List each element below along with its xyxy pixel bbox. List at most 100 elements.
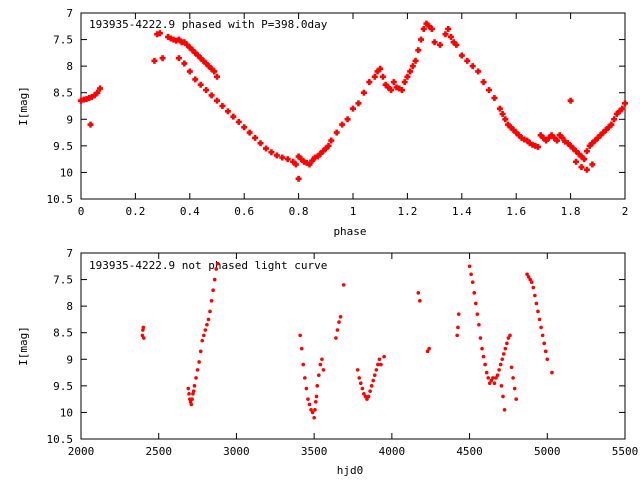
x-tick-label: 1.8 bbox=[561, 205, 581, 218]
data-point bbox=[317, 373, 321, 378]
data-point bbox=[544, 137, 548, 144]
data-point bbox=[310, 410, 315, 415]
data-point bbox=[93, 92, 96, 99]
x-tick-label: 2000 bbox=[68, 445, 95, 458]
data-point bbox=[494, 376, 498, 380]
data-point bbox=[470, 280, 475, 285]
data-point bbox=[158, 30, 162, 37]
data-point bbox=[198, 349, 203, 354]
data-point bbox=[561, 134, 564, 141]
data-point bbox=[207, 63, 211, 70]
data-point bbox=[360, 386, 365, 391]
x-tick-label: 4000 bbox=[379, 445, 406, 458]
data-point bbox=[504, 116, 507, 123]
data-point bbox=[195, 368, 200, 372]
data-point bbox=[610, 121, 613, 128]
data-point bbox=[141, 325, 146, 330]
phased-light-curve-chart: 193935-4222.9 phased with P=398.0day pha… bbox=[17, 7, 628, 238]
data-point bbox=[416, 47, 420, 54]
y-tick-label: 8 bbox=[66, 300, 73, 313]
data-point bbox=[460, 52, 464, 59]
data-point bbox=[536, 143, 540, 150]
data-point bbox=[493, 95, 496, 102]
data-point bbox=[528, 140, 532, 147]
chart-title: 193935-4222.9 phased with P=398.0day bbox=[89, 18, 328, 31]
data-point bbox=[209, 299, 214, 303]
data-point bbox=[376, 362, 380, 367]
data-point bbox=[212, 277, 217, 282]
data-point bbox=[141, 328, 145, 332]
data-point bbox=[319, 150, 322, 157]
data-point bbox=[427, 23, 431, 30]
data-point bbox=[204, 87, 208, 94]
data-point bbox=[369, 384, 374, 388]
data-point bbox=[185, 41, 189, 48]
data-point bbox=[357, 376, 362, 380]
data-point bbox=[425, 20, 428, 27]
data-point bbox=[465, 57, 469, 64]
data-point bbox=[563, 138, 567, 145]
data-point bbox=[316, 153, 319, 160]
data-point bbox=[205, 322, 209, 327]
x-tick-label: 0 bbox=[78, 205, 85, 218]
data-point bbox=[186, 386, 191, 391]
data-point bbox=[194, 376, 198, 380]
data-point bbox=[498, 362, 503, 367]
data-point bbox=[456, 325, 460, 330]
data-point bbox=[215, 261, 220, 266]
data-point bbox=[503, 346, 508, 351]
data-point bbox=[301, 362, 306, 367]
data-points bbox=[140, 261, 554, 420]
data-point bbox=[303, 376, 307, 380]
data-point bbox=[199, 55, 202, 62]
data-point bbox=[537, 317, 542, 322]
data-point bbox=[469, 272, 473, 277]
data-point bbox=[188, 44, 192, 51]
data-point bbox=[381, 73, 385, 80]
data-point bbox=[264, 145, 268, 152]
data-point bbox=[478, 336, 483, 340]
data-point bbox=[552, 134, 556, 141]
data-point bbox=[487, 381, 492, 386]
data-point bbox=[472, 291, 477, 295]
data-point bbox=[90, 93, 94, 100]
y-tick-label: 8 bbox=[66, 60, 73, 73]
data-point bbox=[543, 349, 548, 354]
data-point bbox=[206, 317, 211, 322]
data-point bbox=[414, 57, 417, 64]
data-point bbox=[313, 407, 317, 412]
data-point bbox=[308, 161, 311, 168]
data-point bbox=[540, 333, 545, 338]
data-point bbox=[593, 137, 597, 144]
y-tick-label: 7.5 bbox=[53, 34, 73, 47]
data-point bbox=[183, 39, 186, 46]
data-point bbox=[427, 346, 431, 351]
data-point bbox=[477, 322, 481, 327]
data-point bbox=[473, 301, 478, 306]
data-point bbox=[615, 110, 619, 117]
data-point bbox=[542, 134, 545, 141]
data-point bbox=[511, 376, 515, 380]
data-point bbox=[514, 129, 518, 136]
data-point bbox=[604, 126, 608, 133]
data-point bbox=[196, 52, 200, 59]
data-point bbox=[491, 376, 495, 380]
data-point bbox=[501, 110, 504, 117]
axis-ticks: 0 0.2 0.4 0.6 0.8 1 1.2 1.4 1.6 1.8 2 7 7.5 8 8.5 9 9.5 1… bbox=[47, 7, 629, 218]
axis-ticks: 2000 2500 3000 3500 4000 4500 5000 5500 7 7.5 8 8.5… bbox=[47, 247, 639, 458]
data-point bbox=[248, 129, 251, 136]
data-point bbox=[161, 55, 164, 62]
data-point bbox=[400, 87, 404, 94]
data-point bbox=[555, 137, 559, 144]
data-points bbox=[78, 20, 628, 182]
data-point bbox=[379, 362, 383, 367]
data-point bbox=[337, 320, 341, 324]
x-tick-label: 2 bbox=[622, 205, 629, 218]
data-point bbox=[550, 132, 553, 139]
data-point bbox=[371, 378, 376, 383]
data-point bbox=[430, 25, 434, 32]
x-tick-label: 1 bbox=[350, 205, 357, 218]
data-point bbox=[501, 394, 505, 399]
data-point bbox=[498, 105, 502, 112]
